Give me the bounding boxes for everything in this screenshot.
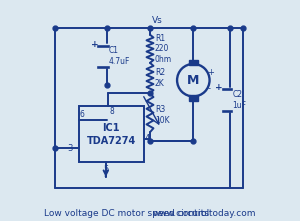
Text: R2
2K: R2 2K: [155, 68, 165, 88]
Text: +: +: [207, 68, 214, 76]
Text: 8: 8: [110, 107, 115, 116]
Text: C2
1uF: C2 1uF: [232, 90, 246, 110]
Text: +: +: [91, 40, 99, 49]
Text: IC1
TDA7274: IC1 TDA7274: [86, 123, 136, 146]
Bar: [189, 60, 198, 65]
Text: +: +: [215, 83, 223, 92]
Text: 3: 3: [68, 144, 73, 153]
Text: 5: 5: [103, 165, 108, 174]
Bar: [79, 106, 143, 162]
Text: M: M: [187, 74, 200, 87]
Text: C1
4.7uF: C1 4.7uF: [109, 46, 130, 66]
Text: 6: 6: [80, 110, 85, 119]
Text: www.circuitstoday.com: www.circuitstoday.com: [153, 209, 256, 218]
Text: R1
220
0hm: R1 220 0hm: [155, 34, 172, 64]
Text: 4: 4: [145, 134, 150, 143]
Bar: [189, 95, 198, 101]
Text: Vs: Vs: [152, 16, 163, 25]
Text: -: -: [207, 84, 210, 93]
Text: R3
10K: R3 10K: [155, 105, 170, 125]
Text: Low voltage DC motor speed control: Low voltage DC motor speed control: [44, 209, 209, 218]
